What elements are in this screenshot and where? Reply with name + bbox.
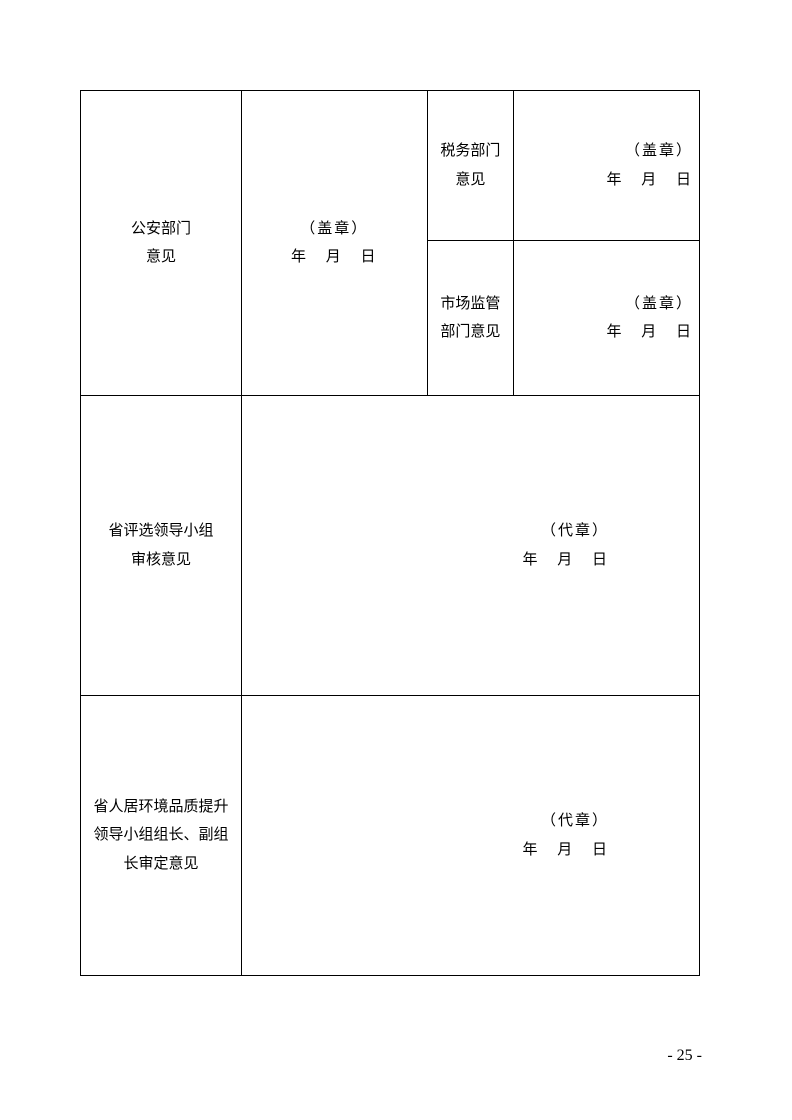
label-text: 领导小组组长、副组 bbox=[93, 827, 228, 843]
year-label: 年 bbox=[606, 324, 623, 340]
label-text: 部门意见 bbox=[440, 324, 500, 340]
stamp-text: （盖章） bbox=[252, 215, 417, 244]
year-label: 年 bbox=[291, 249, 308, 265]
month-label: 月 bbox=[557, 842, 574, 858]
label-text: 省人居环境品质提升 bbox=[93, 799, 228, 815]
day-label: 日 bbox=[676, 172, 693, 188]
month-label: 月 bbox=[326, 249, 343, 265]
day-label: 日 bbox=[676, 324, 693, 340]
form-page: 公安部门 意见 （盖章） 年 月 日 税务部门 意见 （盖章） 年 月 bbox=[80, 90, 700, 976]
public-security-opinion-cell: （盖章） 年 月 日 bbox=[241, 91, 427, 396]
label-text: 公安部门 bbox=[131, 221, 191, 237]
provincial-selection-label-cell: 省评选领导小组 审核意见 bbox=[81, 396, 242, 696]
label-text: 长审定意见 bbox=[123, 856, 198, 872]
label-text: 意见 bbox=[455, 172, 485, 188]
day-label: 日 bbox=[592, 842, 609, 858]
label-text: 意见 bbox=[146, 249, 176, 265]
label-text: 市场监管 bbox=[440, 296, 500, 312]
stamp-text: （代章） bbox=[248, 517, 609, 546]
month-label: 月 bbox=[557, 552, 574, 568]
year-label: 年 bbox=[522, 552, 539, 568]
stamp-text: （代章） bbox=[248, 807, 609, 836]
year-label: 年 bbox=[606, 172, 623, 188]
market-supervision-opinion-cell: （盖章） 年 月 日 bbox=[514, 241, 700, 396]
approval-form-table: 公安部门 意见 （盖章） 年 月 日 税务部门 意见 （盖章） 年 月 bbox=[80, 90, 700, 976]
month-label: 月 bbox=[641, 172, 658, 188]
page-number: - 25 - bbox=[667, 1047, 702, 1065]
tax-opinion-cell: （盖章） 年 月 日 bbox=[514, 91, 700, 241]
provincial-habitat-label-cell: 省人居环境品质提升 领导小组组长、副组 长审定意见 bbox=[81, 696, 242, 976]
public-security-label-cell: 公安部门 意见 bbox=[81, 91, 242, 396]
month-label: 月 bbox=[641, 324, 658, 340]
provincial-habitat-opinion-cell: （代章） 年 月 日 bbox=[241, 696, 699, 976]
label-text: 省评选领导小组 bbox=[108, 523, 213, 539]
day-label: 日 bbox=[592, 552, 609, 568]
label-text: 税务部门 bbox=[440, 143, 500, 159]
market-supervision-label-cell: 市场监管 部门意见 bbox=[427, 241, 514, 396]
tax-label-cell: 税务部门 意见 bbox=[427, 91, 514, 241]
label-text: 审核意见 bbox=[131, 552, 191, 568]
stamp-text: （盖章） bbox=[520, 137, 693, 166]
provincial-selection-opinion-cell: （代章） 年 月 日 bbox=[241, 396, 699, 696]
day-label: 日 bbox=[361, 249, 378, 265]
year-label: 年 bbox=[522, 842, 539, 858]
stamp-text: （盖章） bbox=[520, 290, 693, 319]
